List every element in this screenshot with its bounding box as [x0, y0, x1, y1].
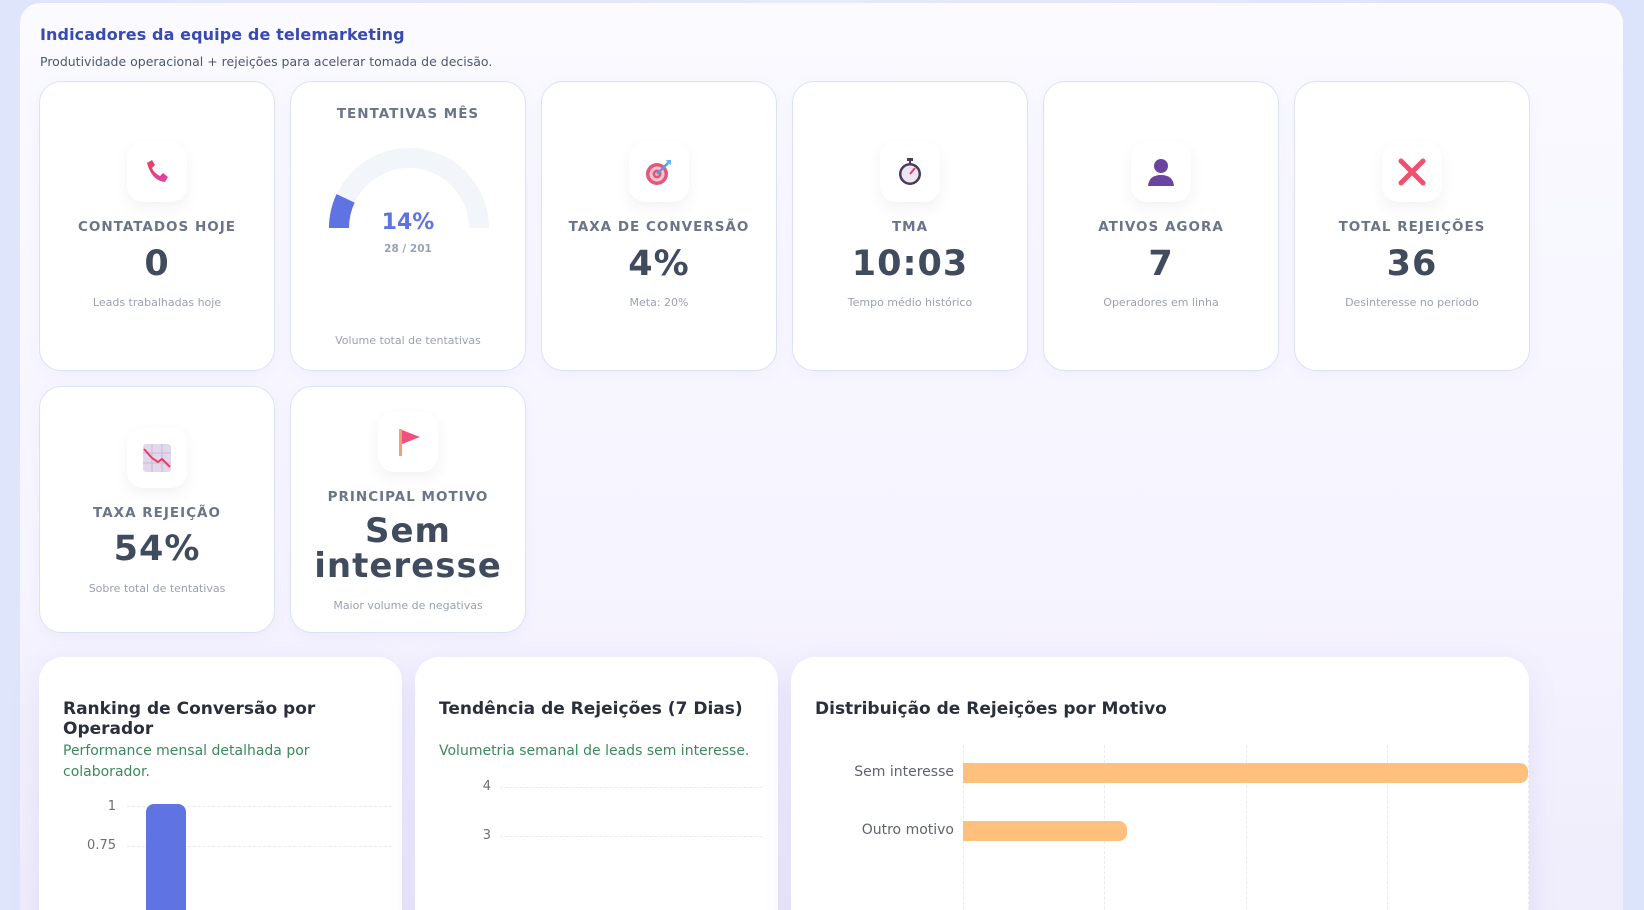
grid-line: [127, 846, 392, 847]
icon-container: [880, 142, 940, 202]
icon-container: [629, 142, 689, 202]
kpi-value-line1: Sem: [365, 511, 451, 551]
y-axis-tick: 4: [482, 779, 491, 794]
kpi-card-tentativas: TENTATIVAS MÊS 14% 28 / 201 Volume total…: [290, 81, 526, 371]
y-axis-tick: 1: [107, 799, 116, 814]
kpi-label: TMA: [891, 219, 929, 235]
user-icon: [1148, 159, 1174, 186]
flag-icon: [399, 429, 420, 456]
kpi-value: 10:03: [851, 244, 969, 284]
progress-gauge: [329, 148, 489, 238]
kpi-note: Meta: 20%: [629, 296, 689, 309]
kpi-value: 0: [144, 244, 170, 284]
category-label: Sem interesse: [854, 764, 954, 780]
gauge-percent: 14%: [381, 210, 435, 235]
kpi-note: Desinteresse no período: [1345, 296, 1479, 309]
kpi-label: TAXA DE CONVERSÃO: [568, 219, 750, 235]
bar-sem-interesse[interactable]: [963, 763, 1528, 783]
category-label: Outro motivo: [861, 822, 954, 838]
chart-title: Ranking de Conversão por Operador: [63, 699, 316, 739]
kpi-card-taxa-rejeicao: TAXA REJEIÇÃO 54% Sobre total de tentati…: [39, 386, 275, 633]
chart-subtitle: Volumetria semanal de leads sem interess…: [439, 743, 750, 759]
chart-title: Distribuição de Rejeições por Motivo: [815, 699, 1167, 719]
chart-subtitle-line2: colaborador.: [63, 764, 150, 780]
kpi-label: TENTATIVAS MÊS: [336, 106, 480, 122]
kpi-card-contatados: CONTATADOS HOJE 0 Leads trabalhadas hoje: [39, 81, 275, 371]
kpi-label: ATIVOS AGORA: [1098, 219, 1224, 235]
y-axis-tick: 0.75: [87, 838, 116, 853]
kpi-note: Sobre total de tentativas: [88, 582, 226, 595]
icon-container: [1131, 142, 1191, 202]
page-title: Indicadores da equipe de telemarketing: [40, 25, 405, 44]
cross-icon: [1398, 158, 1426, 186]
grid-line: [500, 787, 762, 788]
kpi-card-tma: TMA 10:03 Tempo médio histórico: [792, 81, 1028, 371]
kpi-label: CONTATADOS HOJE: [78, 219, 236, 235]
icon-container: [127, 428, 187, 488]
kpi-label: PRINCIPAL MOTIVO: [327, 489, 489, 505]
y-axis-tick: 3: [482, 828, 491, 843]
icon-container: [1382, 142, 1442, 202]
kpi-note: Volume total de tentativas: [335, 334, 481, 347]
kpi-note: Operadores em linha: [1103, 296, 1219, 309]
grid-line: [127, 806, 392, 807]
kpi-value: 4%: [628, 244, 690, 284]
grid-line: [1246, 745, 1247, 910]
kpi-card-ativos: ATIVOS AGORA 7 Operadores em linha: [1043, 81, 1279, 371]
chart-subtitle: Performance mensal detalhada por colabor…: [63, 741, 310, 783]
icon-container: [378, 412, 438, 472]
chart-subtitle-line1: Performance mensal detalhada por: [63, 743, 310, 759]
icon-container: [127, 142, 187, 202]
kpi-note: Leads trabalhadas hoje: [92, 296, 222, 309]
kpi-value: 7: [1148, 244, 1174, 284]
chart-card-distribuicao: Distribuição de Rejeições por Motivo Sem…: [791, 657, 1529, 910]
chart-card-tendencia: Tendência de Rejeições (7 Dias) Volumetr…: [415, 657, 778, 910]
dashboard-panel: Indicadores da equipe de telemarketing P…: [20, 3, 1623, 910]
chart-title: Tendência de Rejeições (7 Dias): [439, 699, 743, 719]
kpi-label: TAXA REJEIÇÃO: [93, 505, 221, 521]
kpi-card-rejeicoes: TOTAL REJEIÇÕES 36 Desinteresse no perío…: [1294, 81, 1530, 371]
gauge-fraction: 28 / 201: [384, 243, 432, 255]
kpi-label: TOTAL REJEIÇÕES: [1338, 219, 1486, 235]
target-icon: [646, 160, 671, 185]
bar-outro-motivo[interactable]: [963, 821, 1127, 841]
phone-icon: [147, 160, 168, 182]
kpi-value: 54%: [113, 529, 201, 569]
kpi-note: Tempo médio histórico: [847, 296, 973, 309]
bar-operador-1[interactable]: [146, 804, 186, 910]
kpi-value: 36: [1386, 244, 1438, 284]
chart-card-ranking: Ranking de Conversão por Operador Perfor…: [39, 657, 402, 910]
grid-line: [500, 836, 762, 837]
kpi-note: Maior volume de negativas: [333, 599, 483, 612]
stopwatch-icon: [899, 158, 921, 185]
kpi-value-line2: interesse: [314, 546, 502, 586]
page-subtitle: Produtividade operacional + rejeições pa…: [40, 54, 493, 69]
grid-line: [1528, 745, 1529, 910]
kpi-card-motivo: PRINCIPAL MOTIVO Sem interesse Maior vol…: [290, 386, 526, 633]
chart-decreasing-icon: [143, 444, 171, 472]
grid-line: [1387, 745, 1388, 910]
kpi-card-conversao: TAXA DE CONVERSÃO 4% Meta: 20%: [541, 81, 777, 371]
